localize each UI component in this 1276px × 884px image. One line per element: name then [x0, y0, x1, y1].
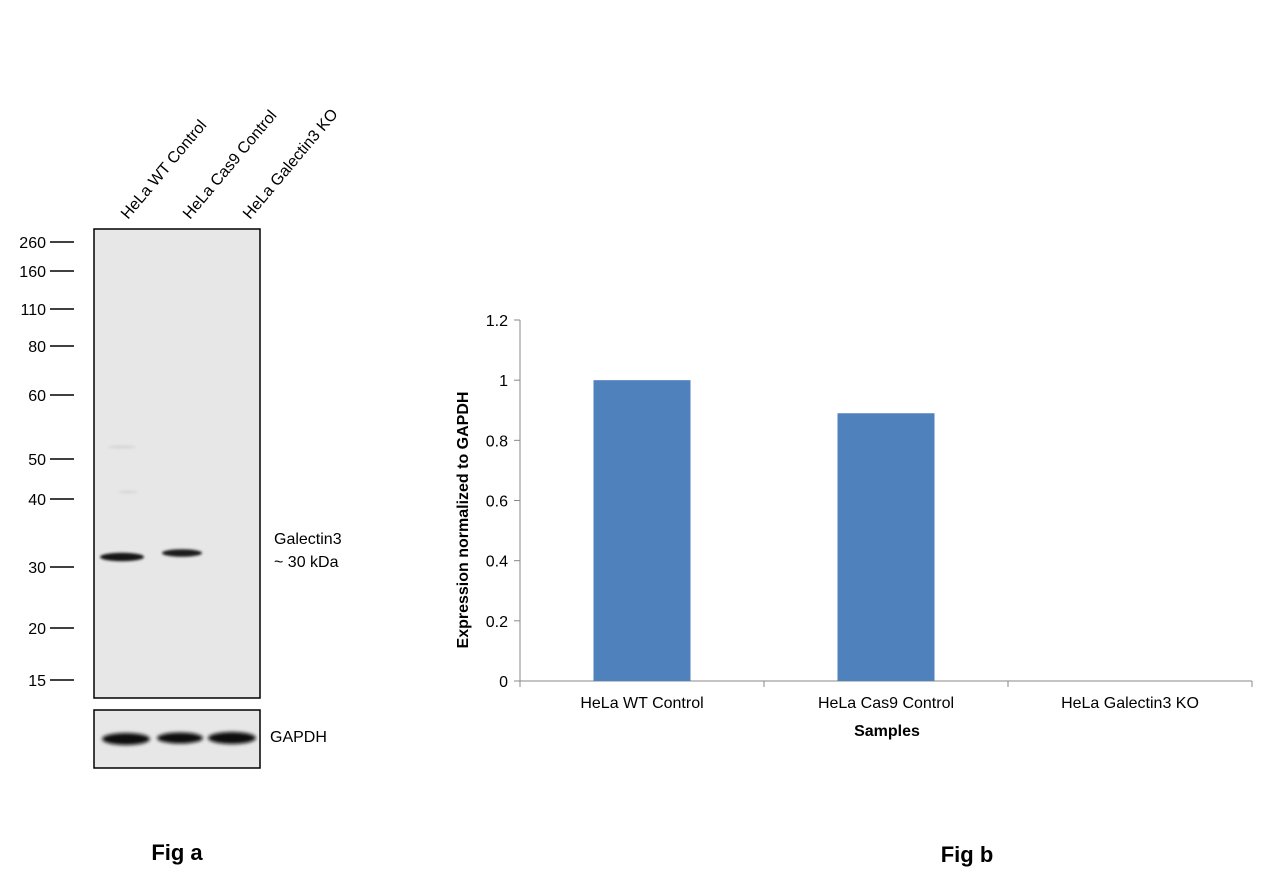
fig-a-caption: Fig a	[151, 840, 203, 865]
x-tick-label: HeLa WT Control	[580, 695, 703, 712]
mw-marker-label: 60	[28, 388, 46, 405]
y-tick-label: 0.8	[486, 433, 508, 450]
mw-marker-label: 80	[28, 339, 46, 356]
x-tick-label: HeLa Cas9 Control	[818, 695, 954, 712]
y-tick-label: 0.2	[486, 614, 508, 631]
mw-marker-label: 110	[20, 302, 46, 319]
y-tick-label: 0.4	[486, 554, 508, 571]
x-axis-title: Samples	[854, 723, 920, 740]
y-tick-label: 0	[499, 674, 508, 691]
mw-marker-label: 15	[28, 673, 46, 690]
blot-background-smear	[118, 490, 138, 494]
mw-marker-label: 260	[19, 235, 46, 252]
x-axis: HeLa WT Control HeLa Cas9 Control HeLa Gal…	[519, 680, 1253, 712]
gapdh-band-ko	[208, 732, 256, 744]
x-tick-label: HeLa Galectin3 KO	[1061, 695, 1199, 712]
bar-chart: 0 0.2 0.4 0.6 0.8 1 1.2 HeLa WT Control HeLa Ca…	[455, 313, 1253, 867]
y-axis: 0 0.2 0.4 0.6 0.8 1 1.2	[486, 313, 521, 691]
mw-marker-ladder: 260 160 110 80 60 50 40 30 20 15	[19, 235, 74, 690]
mw-marker-label: 160	[19, 264, 46, 281]
band-label-size: ~ 30 kDa	[274, 554, 339, 571]
mw-marker-label: 50	[28, 452, 46, 469]
gapdh-band-wt	[102, 733, 150, 745]
gapdh-band-cas9	[157, 732, 203, 744]
y-tick-label: 1.2	[486, 313, 508, 330]
mw-marker-label: 40	[28, 492, 46, 509]
bar	[837, 413, 935, 681]
bar	[593, 380, 691, 681]
loading-control-label: GAPDH	[270, 729, 327, 746]
western-blot-figure: HeLa WT Control HeLa Cas9 Control HeLa G…	[19, 106, 341, 865]
galectin3-band-wt	[100, 552, 144, 562]
mw-marker-label: 30	[28, 560, 46, 577]
main-blot-panel	[93, 228, 261, 699]
blot-background-smear	[108, 445, 136, 449]
y-axis-title: Expression normalized to GAPDH	[455, 392, 472, 649]
mw-marker-label: 20	[28, 621, 46, 638]
galectin3-band-cas9	[162, 549, 202, 557]
y-tick-label: 0.6	[486, 494, 508, 511]
bar-series	[593, 380, 935, 681]
band-label-protein: Galectin3	[274, 531, 342, 548]
y-tick-label: 1	[499, 373, 508, 390]
fig-b-caption: Fig b	[941, 842, 994, 867]
